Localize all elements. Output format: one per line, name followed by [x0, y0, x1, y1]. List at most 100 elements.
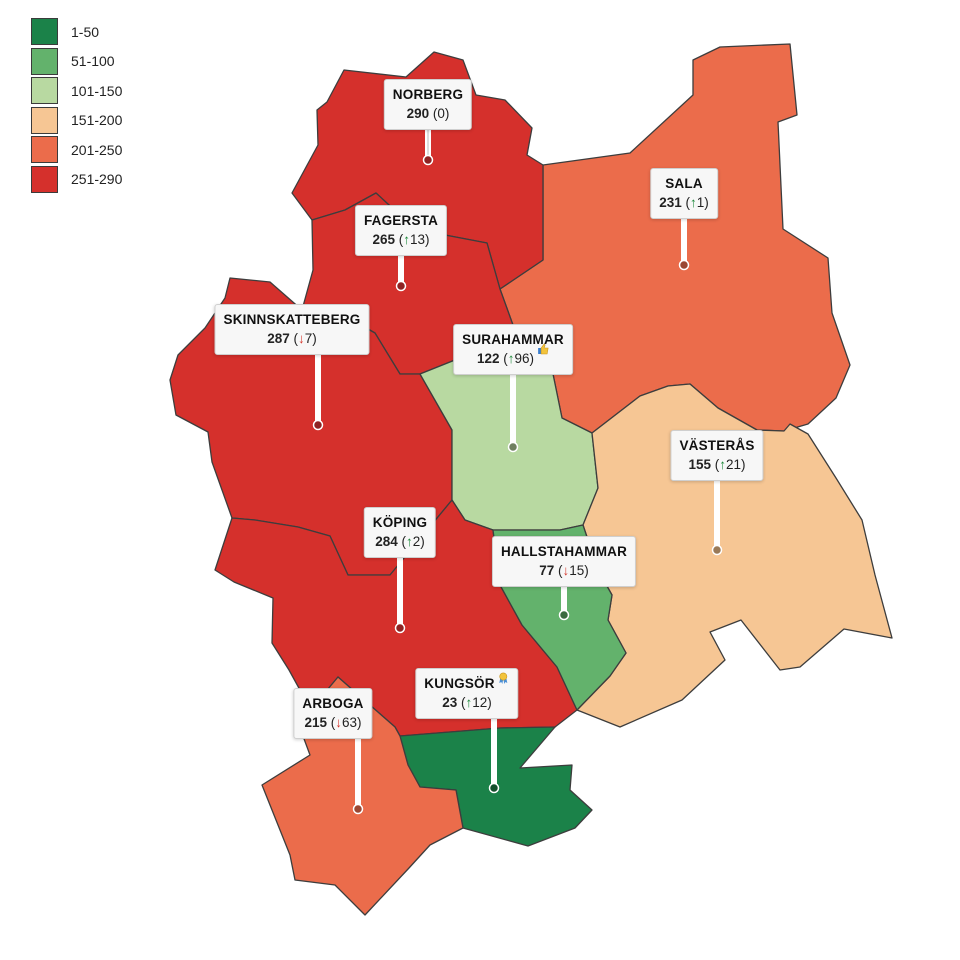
- change-close: ): [704, 195, 709, 210]
- label-kungsor[interactable]: KUNGSÖR 23 (↑12): [415, 668, 519, 719]
- medal-icon: [499, 672, 508, 684]
- change-close: ): [741, 457, 746, 472]
- change-value: 1: [696, 195, 705, 210]
- change-value: 21: [726, 457, 742, 472]
- arrow-down-icon: ↓: [298, 331, 305, 346]
- legend-label: 51-100: [71, 53, 115, 70]
- rank-value: 215: [304, 715, 327, 730]
- rank-value: 23: [442, 695, 458, 710]
- legend-label: 251-290: [71, 171, 123, 188]
- municipality-name-text: KUNGSÖR: [424, 676, 495, 691]
- label-koping[interactable]: KÖPING 284 (↑2): [363, 507, 437, 558]
- municipality-name: ARBOGA: [302, 696, 364, 711]
- legend-item: 151-200: [31, 106, 122, 136]
- municipality-name: SALA: [665, 176, 703, 191]
- label-fagersta[interactable]: FAGERSTA 265 (↑13): [354, 205, 448, 256]
- municipality-stats: 23 (↑12): [424, 693, 509, 712]
- arrow-up-icon: ↑: [507, 351, 515, 366]
- label-vasteras[interactable]: VÄSTERÅS 155 (↑21): [670, 430, 764, 481]
- municipality-stats: 265 (↑13): [364, 230, 438, 249]
- change-close: ): [529, 351, 535, 366]
- change-close: ): [312, 331, 317, 346]
- change-value: 12: [472, 695, 488, 710]
- legend-item: 51-100: [31, 47, 122, 77]
- rank-value: 284: [375, 534, 398, 549]
- legend-swatch: [31, 77, 58, 105]
- legend-label: 201-250: [71, 141, 123, 158]
- change-value: 63: [342, 715, 358, 730]
- municipality-stats: 231 (↑1): [659, 193, 709, 212]
- municipality-name: SURAHAMMAR: [462, 332, 564, 347]
- label-surahammar[interactable]: SURAHAMMAR 122 (↑96): [453, 324, 573, 375]
- change-open: (: [398, 232, 404, 247]
- municipality-name: FAGERSTA: [363, 213, 439, 228]
- rank-value: 265: [372, 232, 395, 247]
- label-arboga[interactable]: ARBOGA 215 (↓63): [293, 688, 373, 739]
- municipality-stats: 215 (↓63): [302, 713, 363, 732]
- change-open: (: [432, 106, 438, 121]
- change-open: (: [558, 563, 563, 578]
- municipality-name: VÄSTERÅS: [679, 438, 755, 453]
- label-skinnskatteberg[interactable]: SKINNSKATTEBERG 287 (↓7): [214, 304, 370, 355]
- arrow-up-icon: ↑: [690, 195, 697, 210]
- change-close: ): [357, 715, 362, 730]
- rank-value: 155: [688, 457, 711, 472]
- arrow-down-icon: ↓: [335, 715, 343, 730]
- change-open: (: [293, 331, 299, 346]
- rank-value: 122: [476, 351, 500, 366]
- legend-swatch: [31, 136, 58, 164]
- municipality-stats: 284 (↑2): [373, 532, 427, 551]
- arrow-down-icon: ↓: [562, 563, 570, 578]
- legend-item: 1-50: [31, 17, 122, 47]
- change-close: ): [444, 106, 450, 121]
- change-close: ): [584, 563, 589, 578]
- legend-swatch: [31, 165, 58, 193]
- legend-item: 251-290: [31, 165, 122, 195]
- change-close: ): [420, 534, 425, 549]
- change-open: (: [401, 534, 407, 549]
- municipality-name: SKINNSKATTEBERG: [223, 312, 361, 327]
- change-close: ): [487, 695, 492, 710]
- arrow-up-icon: ↑: [719, 457, 726, 472]
- label-hallstahammar[interactable]: HALLSTAHAMMAR 77 (↓15): [491, 536, 637, 587]
- change-open: (: [330, 715, 336, 730]
- change-value: 96: [514, 351, 530, 366]
- change-value: 0: [437, 106, 445, 121]
- rank-value: 231: [659, 195, 682, 210]
- arrow-up-icon: ↑: [403, 232, 411, 247]
- municipality-name: KUNGSÖR: [424, 672, 509, 693]
- change-value: 13: [410, 232, 426, 247]
- legend-label: 1-50: [71, 23, 100, 40]
- legend-item: 101-150: [31, 76, 122, 106]
- legend-label: 151-200: [71, 112, 123, 129]
- arrow-up-icon: ↑: [465, 695, 473, 710]
- rank-value: 290: [406, 106, 430, 121]
- change-open: (: [461, 695, 466, 710]
- change-open: (: [714, 457, 720, 472]
- municipality-stats: 122 (↑96): [462, 343, 564, 368]
- change-value: 2: [412, 534, 421, 549]
- rank-value: 287: [267, 331, 290, 346]
- change-open: (: [503, 351, 508, 366]
- label-norberg[interactable]: NORBERG 290 (0): [383, 79, 473, 130]
- municipality-name: KÖPING: [372, 515, 428, 530]
- rank-value: 77: [539, 563, 555, 578]
- legend-swatch: [31, 47, 58, 75]
- legend-swatch: [31, 18, 58, 46]
- arrow-up-icon: ↑: [406, 534, 413, 549]
- change-value: 15: [569, 563, 585, 578]
- municipality-stats: 77 (↓15): [501, 561, 627, 580]
- municipality-name: HALLSTAHAMMAR: [500, 544, 628, 559]
- municipality-stats: 155 (↑21): [679, 455, 754, 474]
- legend-item: 201-250: [31, 135, 122, 165]
- legend-swatch: [31, 106, 58, 134]
- change-open: (: [685, 195, 691, 210]
- label-sala[interactable]: SALA 231 (↑1): [650, 168, 718, 219]
- municipality-stats: 290 (0): [393, 104, 463, 123]
- change-close: ): [425, 232, 430, 247]
- municipality-name: NORBERG: [392, 87, 464, 102]
- legend-label: 101-150: [71, 82, 123, 99]
- municipality-stats: 287 (↓7): [223, 329, 360, 348]
- legend: 1-50 51-100 101-150 151-200 201-250 251-…: [31, 17, 122, 194]
